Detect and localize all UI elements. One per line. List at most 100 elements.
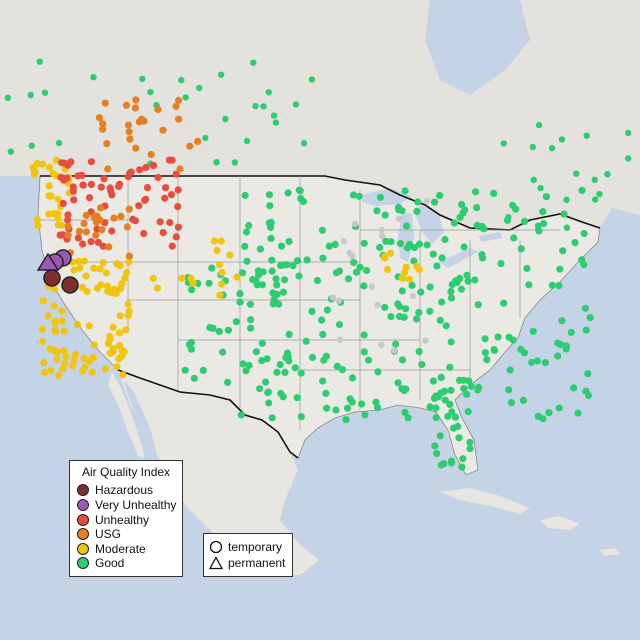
monitor-dot xyxy=(247,324,255,332)
monitor-dot xyxy=(275,300,283,308)
aqi-legend-title: Air Quality Index xyxy=(82,465,171,479)
monitor-dot xyxy=(252,102,259,110)
monitor-dot xyxy=(318,316,326,324)
monitor-dot xyxy=(113,260,121,268)
monitor-dot xyxy=(172,102,180,110)
monitor-dot xyxy=(126,169,134,177)
monitor-dot xyxy=(460,243,468,251)
monitor-dot xyxy=(138,115,146,123)
monitor-dot xyxy=(270,112,278,119)
monitor-dot xyxy=(254,267,262,275)
monitor-dot xyxy=(224,326,232,334)
monitor-dot xyxy=(450,219,458,227)
monitor-dot xyxy=(136,166,144,174)
monitor-dot xyxy=(273,281,281,289)
monitor-dot xyxy=(402,305,410,313)
monitor-dot xyxy=(278,242,286,250)
lake-superior xyxy=(360,188,412,206)
legend-item-usg: USG xyxy=(77,527,121,541)
monitor-dot xyxy=(97,183,105,191)
monitor-dot xyxy=(300,140,308,147)
monitor-dot xyxy=(604,171,611,178)
monitor-dot xyxy=(438,298,446,306)
monitor-dot xyxy=(218,280,226,288)
monitor-dot xyxy=(252,348,260,356)
monitor-dot xyxy=(409,292,417,300)
monitor-dot xyxy=(460,385,468,393)
monitor-dot xyxy=(39,337,47,346)
monitor-dot xyxy=(344,275,353,283)
lake-ontario xyxy=(478,232,502,242)
monitor-dot xyxy=(437,373,445,381)
monitor-dot xyxy=(50,302,58,310)
monitor-dot xyxy=(596,190,603,198)
monitor-dot xyxy=(563,224,571,231)
monitor-dot xyxy=(396,239,404,248)
monitor-dot xyxy=(555,282,563,290)
monitor-dot xyxy=(451,413,460,421)
monitor-dot xyxy=(62,353,70,361)
monitor-dot xyxy=(398,356,407,364)
monitor-dot xyxy=(592,196,599,203)
monitor-dot xyxy=(104,165,112,173)
monitor-dot xyxy=(387,313,395,321)
monitor-dot xyxy=(404,414,412,422)
monitor-dot xyxy=(147,88,154,96)
monitor-dot xyxy=(474,301,482,309)
monitor-dot xyxy=(372,398,380,406)
monitor-dot xyxy=(237,411,245,419)
monitor-dot xyxy=(426,307,434,315)
monitor-dot xyxy=(395,312,404,320)
monitor-dot xyxy=(302,337,310,345)
monitor-dot xyxy=(219,348,227,356)
monitor-dot xyxy=(131,104,139,112)
monitor-dot xyxy=(81,363,89,371)
monitor-dot xyxy=(559,247,567,255)
monitor-dot xyxy=(417,288,425,296)
monitor-dot xyxy=(53,348,61,356)
monitor-dot xyxy=(87,158,95,166)
monitor-dot xyxy=(542,193,551,201)
monitor-dot xyxy=(89,354,97,362)
monitor-dot xyxy=(625,129,632,137)
monitor-dot xyxy=(99,242,107,250)
monitor-dot xyxy=(398,287,406,295)
monitor-dot xyxy=(250,59,257,66)
monitor-dot xyxy=(239,360,247,368)
monitor-dot xyxy=(135,202,143,210)
monitor-dot xyxy=(54,221,63,229)
monitor-dot xyxy=(335,321,344,329)
monitor-dot xyxy=(90,74,97,81)
monitor-dot xyxy=(246,300,254,308)
monitor-dot xyxy=(75,227,83,235)
monitor-dot xyxy=(258,281,267,289)
monitor-dot xyxy=(60,176,68,184)
hazardous-marker xyxy=(43,269,61,287)
monitor-dot xyxy=(120,348,128,356)
monitor-dot xyxy=(340,238,347,245)
monitor-dot xyxy=(344,404,352,412)
monitor-dot xyxy=(273,368,281,376)
monitor-dot xyxy=(60,346,68,355)
monitor-dot xyxy=(7,148,14,155)
monitor-dot xyxy=(242,367,250,375)
monitor-dot xyxy=(175,115,183,123)
monitor-dot xyxy=(217,237,225,245)
monitor-dot xyxy=(373,207,381,215)
monitor-dot xyxy=(381,211,389,219)
usg-swatch-icon xyxy=(77,528,89,540)
monitor-dot xyxy=(64,222,72,230)
monitor-dot xyxy=(554,339,562,347)
monitor-dot xyxy=(236,290,244,298)
monitor-dot xyxy=(555,404,563,412)
monitor-dot xyxy=(79,181,87,189)
monitor-dot xyxy=(159,229,167,237)
monitor-dot xyxy=(233,273,241,281)
monitor-dot xyxy=(181,366,189,374)
monitor-dot xyxy=(123,223,131,231)
monitor-dot xyxy=(58,159,66,167)
monitor-dot xyxy=(506,366,514,374)
monitor-dot xyxy=(402,263,410,271)
monitor-dot xyxy=(51,319,59,327)
monitor-dot xyxy=(265,399,273,407)
